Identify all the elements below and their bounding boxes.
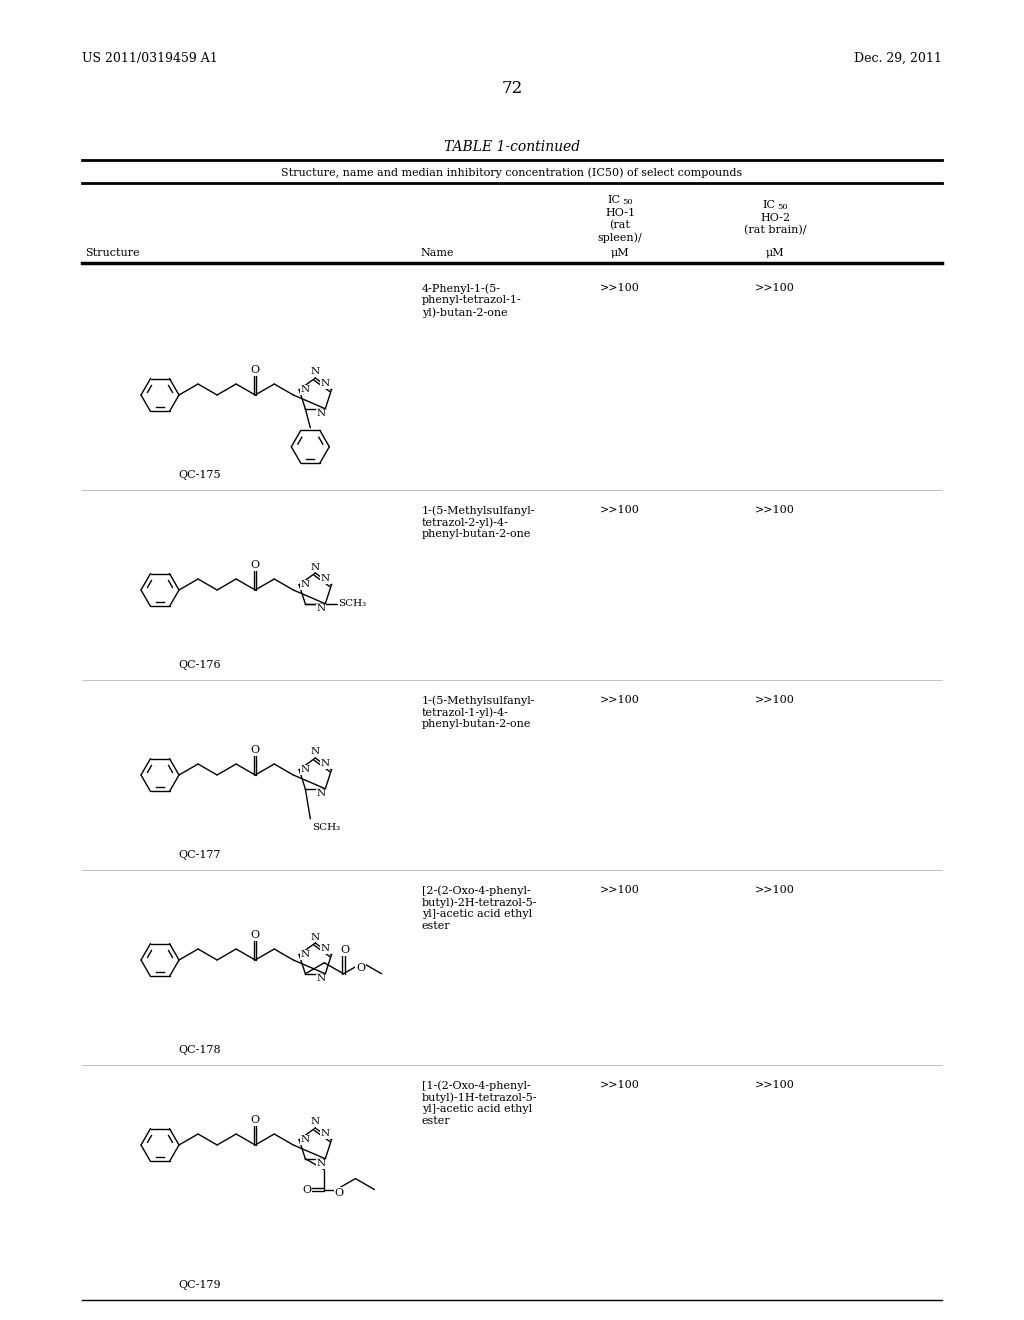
Text: 1-(5-Methylsulfanyl-: 1-(5-Methylsulfanyl- bbox=[422, 696, 536, 706]
Text: QC-178: QC-178 bbox=[178, 1045, 221, 1055]
Text: N: N bbox=[316, 1159, 326, 1168]
Text: IC: IC bbox=[762, 201, 775, 210]
Text: 50: 50 bbox=[777, 203, 787, 211]
Text: N: N bbox=[310, 747, 319, 756]
Text: Structure, name and median inhibitory concentration (IC50) of select compounds: Structure, name and median inhibitory co… bbox=[282, 168, 742, 178]
Text: Name: Name bbox=[420, 248, 454, 257]
Text: tetrazol-1-yl)-4-: tetrazol-1-yl)-4- bbox=[422, 708, 509, 718]
Text: N: N bbox=[310, 1118, 319, 1126]
Text: N: N bbox=[321, 574, 330, 583]
Text: >>100: >>100 bbox=[755, 696, 795, 705]
Text: O: O bbox=[341, 945, 350, 956]
Text: Dec. 29, 2011: Dec. 29, 2011 bbox=[854, 51, 942, 65]
Text: QC-177: QC-177 bbox=[179, 850, 221, 861]
Text: phenyl-butan-2-one: phenyl-butan-2-one bbox=[422, 719, 531, 729]
Text: butyl)-1H-tetrazol-5-: butyl)-1H-tetrazol-5- bbox=[422, 1092, 538, 1102]
Text: N: N bbox=[316, 409, 326, 418]
Text: N: N bbox=[301, 385, 309, 395]
Text: N: N bbox=[310, 932, 319, 941]
Text: ester: ester bbox=[422, 921, 451, 931]
Text: O: O bbox=[335, 1188, 344, 1197]
Text: >>100: >>100 bbox=[600, 884, 640, 895]
Text: O: O bbox=[251, 366, 260, 375]
Text: N: N bbox=[316, 789, 326, 799]
Text: O: O bbox=[251, 931, 260, 940]
Text: N: N bbox=[310, 367, 319, 376]
Text: >>100: >>100 bbox=[755, 282, 795, 293]
Text: N: N bbox=[301, 950, 309, 960]
Text: N: N bbox=[321, 1129, 330, 1138]
Text: N: N bbox=[321, 944, 330, 953]
Text: US 2011/0319459 A1: US 2011/0319459 A1 bbox=[82, 51, 218, 65]
Text: O: O bbox=[356, 962, 365, 973]
Text: O: O bbox=[251, 1115, 260, 1125]
Text: phenyl-butan-2-one: phenyl-butan-2-one bbox=[422, 529, 531, 539]
Text: TABLE 1-continued: TABLE 1-continued bbox=[444, 140, 580, 154]
Text: μM: μM bbox=[610, 248, 630, 257]
Text: N: N bbox=[301, 581, 309, 589]
Text: >>100: >>100 bbox=[755, 506, 795, 515]
Text: QC-179: QC-179 bbox=[178, 1280, 221, 1290]
Text: Structure: Structure bbox=[85, 248, 139, 257]
Text: (rat: (rat bbox=[609, 220, 631, 230]
Text: HO-2: HO-2 bbox=[760, 213, 791, 223]
Text: N: N bbox=[301, 766, 309, 775]
Text: yl]-acetic acid ethyl: yl]-acetic acid ethyl bbox=[422, 909, 532, 919]
Text: μM: μM bbox=[766, 248, 784, 257]
Text: phenyl-tetrazol-1-: phenyl-tetrazol-1- bbox=[422, 294, 522, 305]
Text: 4-Phenyl-1-(5-: 4-Phenyl-1-(5- bbox=[422, 282, 501, 293]
Text: SCH₃: SCH₃ bbox=[338, 599, 367, 609]
Text: N: N bbox=[301, 1135, 309, 1144]
Text: SCH₃: SCH₃ bbox=[312, 822, 340, 832]
Text: N: N bbox=[316, 974, 326, 983]
Text: N: N bbox=[316, 605, 326, 614]
Text: yl]-acetic acid ethyl: yl]-acetic acid ethyl bbox=[422, 1104, 532, 1114]
Text: spleen)/: spleen)/ bbox=[598, 232, 642, 243]
Text: >>100: >>100 bbox=[600, 282, 640, 293]
Text: >>100: >>100 bbox=[755, 884, 795, 895]
Text: O: O bbox=[251, 746, 260, 755]
Text: >>100: >>100 bbox=[600, 506, 640, 515]
Text: N: N bbox=[310, 562, 319, 572]
Text: yl)-butan-2-one: yl)-butan-2-one bbox=[422, 308, 508, 318]
Text: tetrazol-2-yl)-4-: tetrazol-2-yl)-4- bbox=[422, 517, 509, 528]
Text: ester: ester bbox=[422, 1115, 451, 1126]
Text: N: N bbox=[321, 379, 330, 388]
Text: >>100: >>100 bbox=[600, 1080, 640, 1090]
Text: O: O bbox=[251, 560, 260, 570]
Text: [1-(2-Oxo-4-phenyl-: [1-(2-Oxo-4-phenyl- bbox=[422, 1080, 530, 1090]
Text: (rat brain)/: (rat brain)/ bbox=[743, 224, 806, 235]
Text: QC-176: QC-176 bbox=[178, 660, 221, 671]
Text: 50: 50 bbox=[622, 198, 633, 206]
Text: >>100: >>100 bbox=[755, 1080, 795, 1090]
Text: N: N bbox=[321, 759, 330, 768]
Text: [2-(2-Oxo-4-phenyl-: [2-(2-Oxo-4-phenyl- bbox=[422, 884, 530, 895]
Text: IC: IC bbox=[607, 195, 620, 205]
Text: O: O bbox=[303, 1184, 312, 1195]
Text: 1-(5-Methylsulfanyl-: 1-(5-Methylsulfanyl- bbox=[422, 506, 536, 516]
Text: butyl)-2H-tetrazol-5-: butyl)-2H-tetrazol-5- bbox=[422, 898, 538, 908]
Text: HO-1: HO-1 bbox=[605, 209, 635, 218]
Text: >>100: >>100 bbox=[600, 696, 640, 705]
Text: 72: 72 bbox=[502, 81, 522, 96]
Text: QC-175: QC-175 bbox=[178, 470, 221, 480]
